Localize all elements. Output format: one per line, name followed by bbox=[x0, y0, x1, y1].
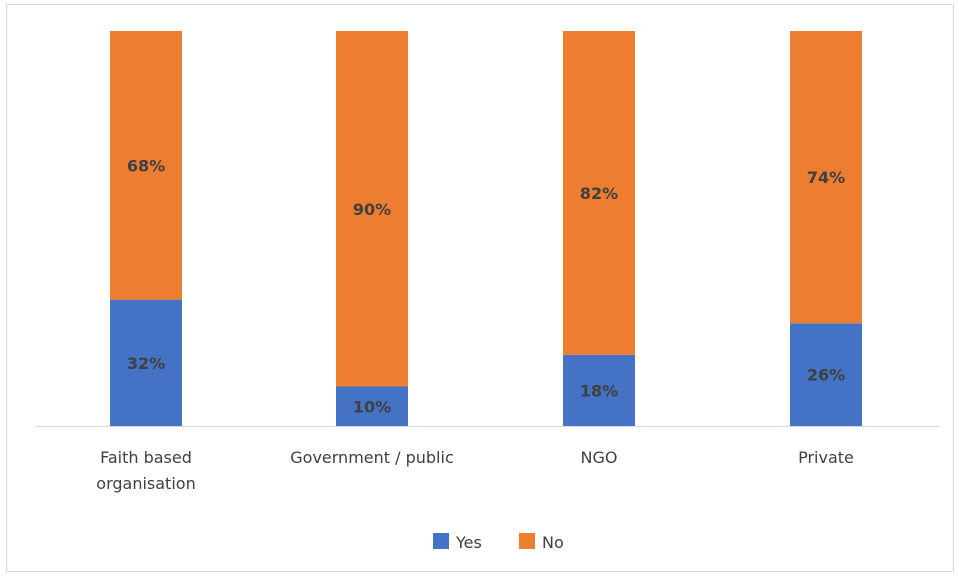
legend: Yes No bbox=[433, 533, 564, 552]
legend-label-no: No bbox=[542, 533, 564, 552]
data-label-yes-1: 10% bbox=[353, 397, 391, 416]
bar-yes-1 bbox=[336, 386, 408, 426]
data-label-yes-2: 18% bbox=[580, 381, 618, 400]
bars-layer bbox=[110, 31, 862, 426]
bar-no-1 bbox=[336, 31, 408, 387]
category-label-2: NGO bbox=[581, 448, 618, 467]
category-labels-layer: Faith based organisation Government / publ… bbox=[96, 448, 854, 493]
category-label-1: Government / public bbox=[290, 448, 453, 467]
data-label-no-1: 90% bbox=[353, 200, 391, 219]
data-label-yes-0: 32% bbox=[127, 354, 165, 373]
legend-label-yes: Yes bbox=[455, 533, 482, 552]
bar-no-2 bbox=[563, 31, 635, 355]
category-label-3: Private bbox=[798, 448, 854, 467]
data-labels-layer: 32% 68% 10% 90% 18% 82% 26% 74% bbox=[127, 156, 845, 416]
bar-yes-2 bbox=[563, 354, 635, 426]
bar-no-0 bbox=[110, 31, 182, 300]
category-label-0: Faith based organisation bbox=[96, 448, 195, 493]
legend-swatch-yes bbox=[433, 533, 449, 549]
bar-yes-0 bbox=[110, 299, 182, 426]
bar-yes-3 bbox=[790, 323, 862, 426]
legend-swatch-no bbox=[519, 533, 535, 549]
data-label-no-2: 82% bbox=[580, 184, 618, 203]
data-label-no-3: 74% bbox=[807, 168, 845, 187]
data-label-yes-3: 26% bbox=[807, 366, 845, 385]
data-label-no-0: 68% bbox=[127, 156, 165, 175]
bar-no-3 bbox=[790, 31, 862, 324]
